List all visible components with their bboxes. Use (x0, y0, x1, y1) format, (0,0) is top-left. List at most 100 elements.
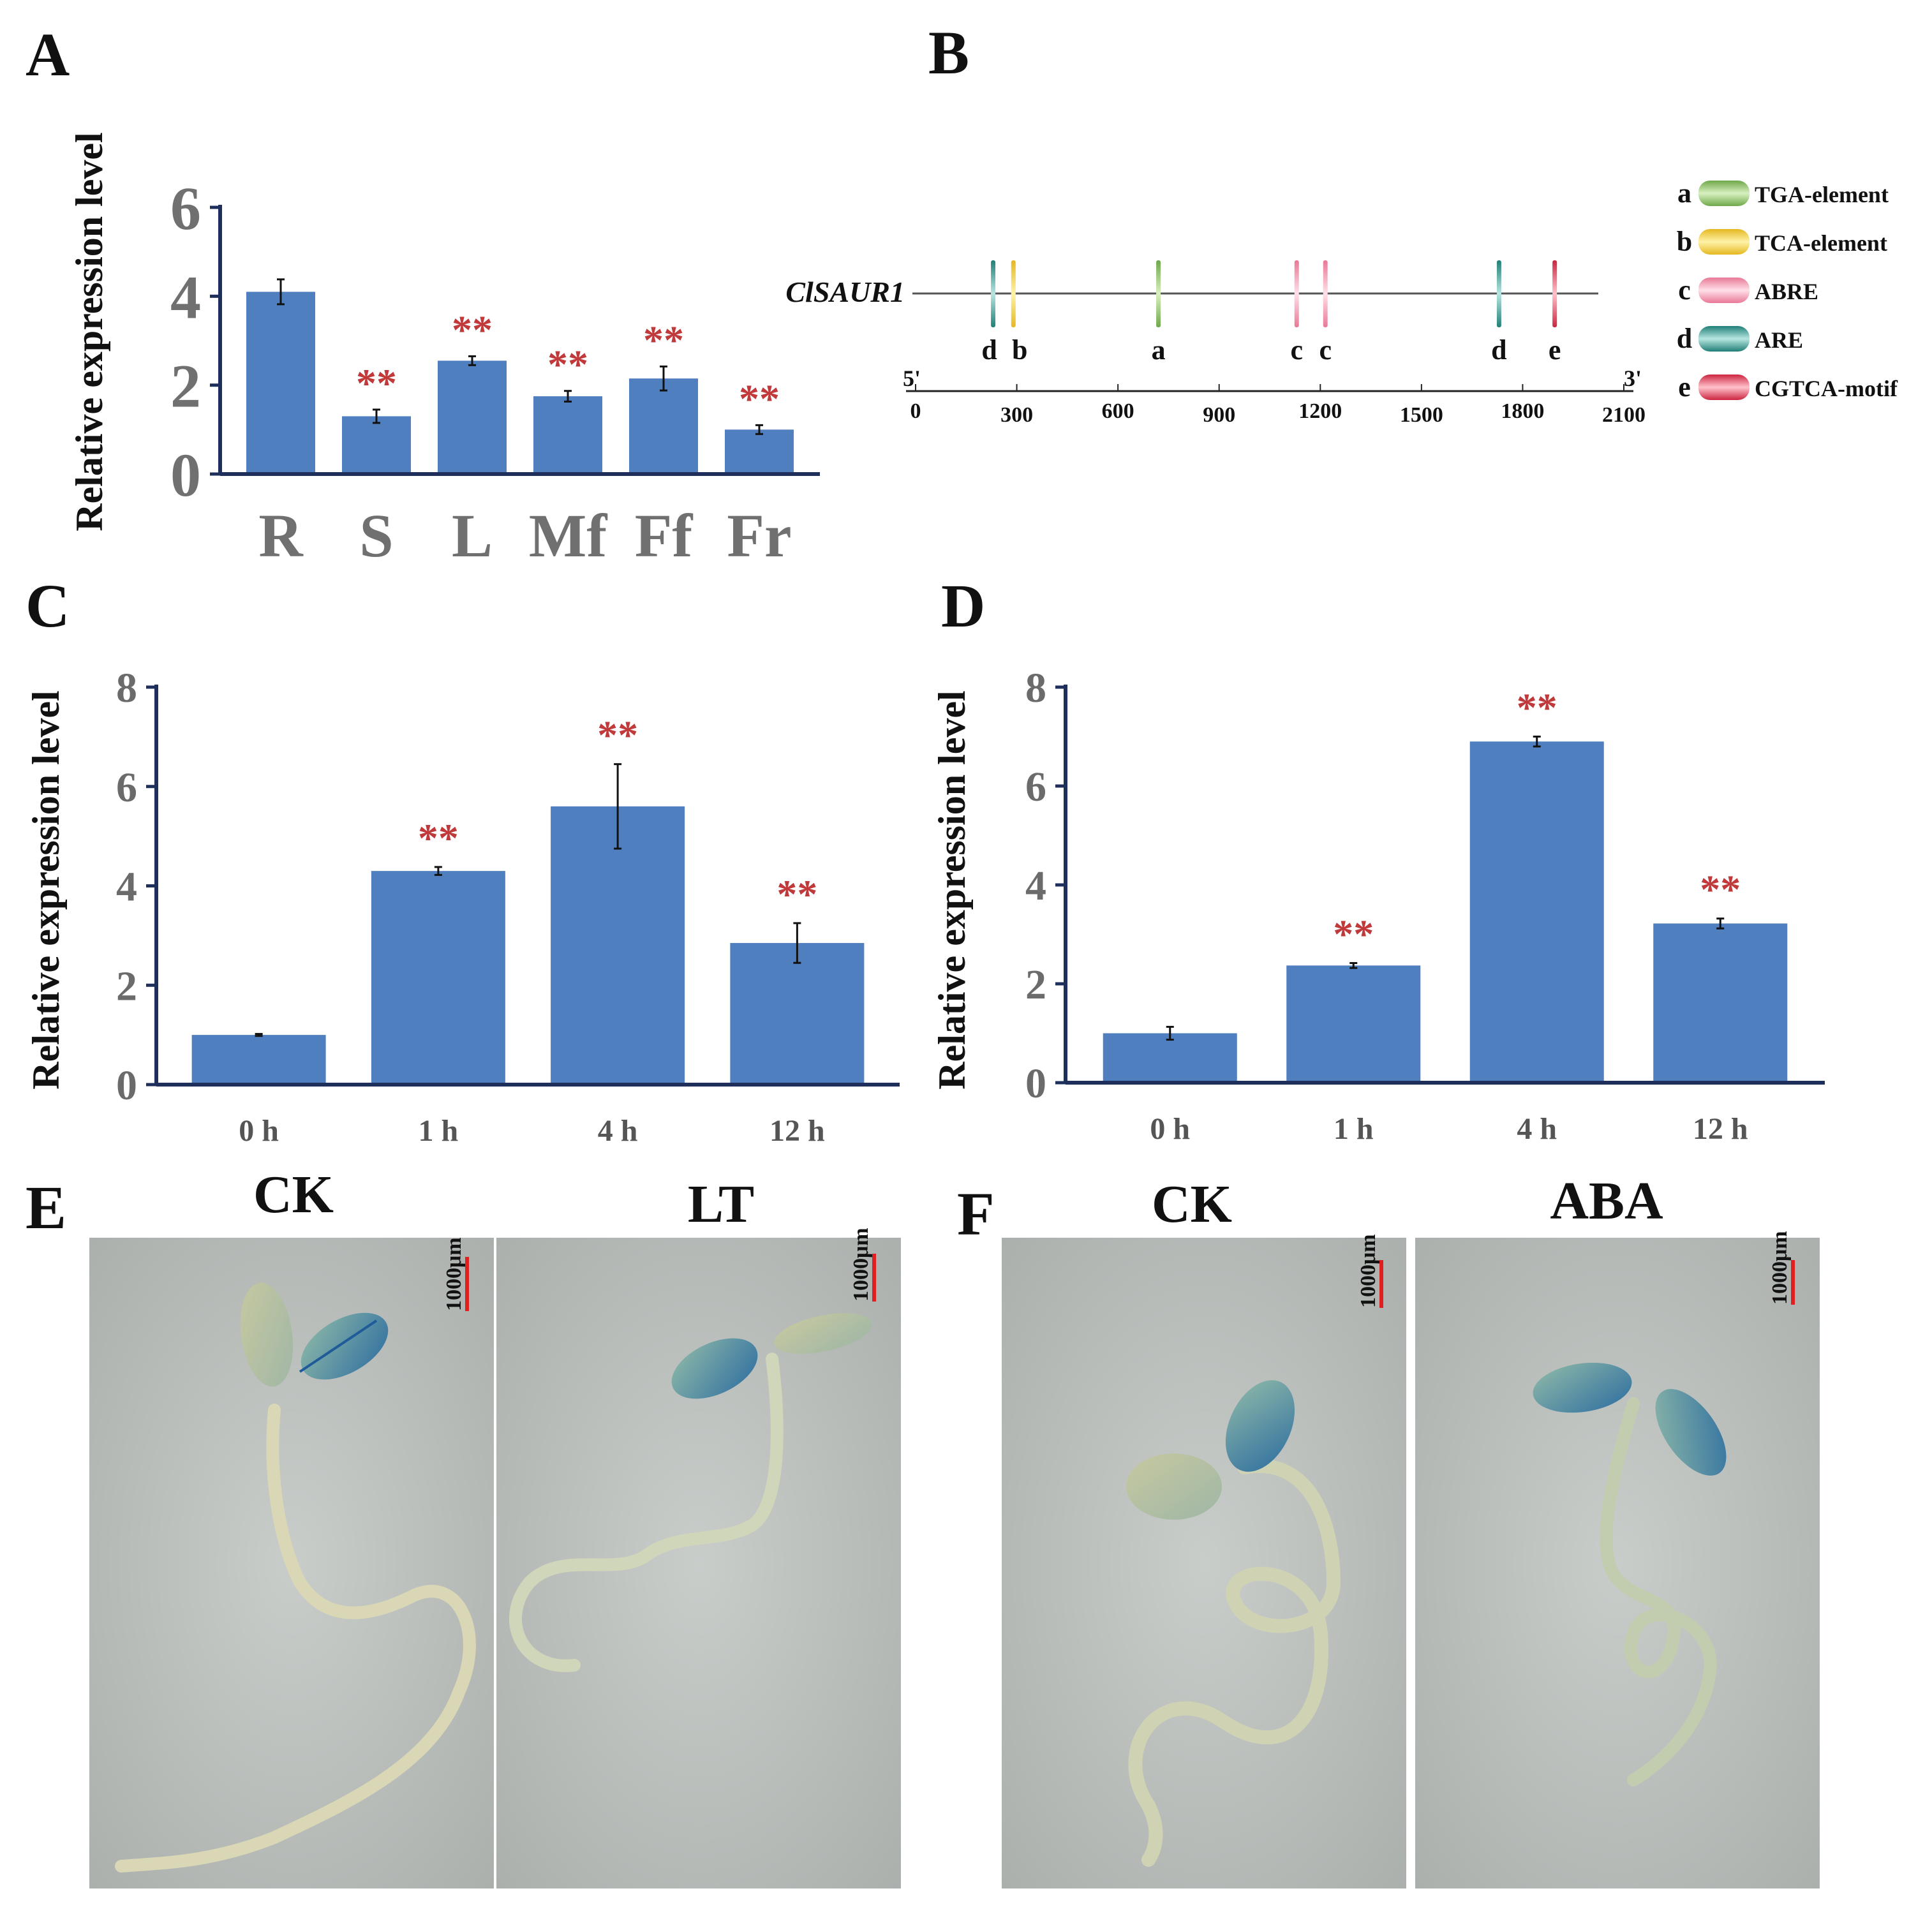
legend-key: a (1677, 177, 1691, 209)
chart-a-bar (725, 429, 794, 472)
legend-key: b (1677, 226, 1692, 257)
cis-element-marker (1156, 260, 1161, 327)
chart-a-significance-mark: ** (643, 317, 684, 362)
cis-element-marker-label: c (1319, 334, 1332, 366)
three-prime-label: 3' (1624, 366, 1642, 391)
svg-text:1000μm: 1000μm (1768, 1231, 1792, 1305)
chart-c-y-tick-label: 8 (116, 665, 137, 711)
panel-label-d: D (941, 572, 985, 640)
chart-d-bar (1286, 965, 1421, 1081)
legend-swatch (1698, 326, 1750, 352)
chart-d-y-tick-label: 6 (1025, 764, 1046, 810)
scale-tick-label: 900 (1203, 403, 1235, 427)
chart-a-y-tick-label: 2 (170, 352, 201, 420)
chart-c-category-label: 0 h (239, 1114, 279, 1148)
seedling-f-aba (1533, 1362, 1727, 1786)
legend-label: TGA-element (1755, 182, 1889, 207)
chart-d-category-label: 0 h (1150, 1112, 1190, 1146)
chart-c-category-label: 1 h (419, 1114, 459, 1148)
chart-c-bar (191, 1035, 326, 1083)
legend-label: TCA-element (1755, 230, 1887, 256)
legend-swatch (1698, 375, 1750, 400)
scale-bar-f-aba: 1000μm (1768, 1231, 1795, 1305)
cis-element-marker (991, 260, 996, 327)
chart-a-significance-mark: ** (547, 342, 588, 387)
panel-f-aba-photo (1415, 1238, 1820, 1888)
chart-a-y-axis-label: Relative expression level (68, 132, 110, 531)
chart-c-significance-mark: ** (597, 713, 638, 758)
chart-c-low-temperature-expression: Relative expression level 0 2 4 6 8 0 h ** 1 h *… (25, 665, 900, 1148)
element-legend: a TGA-element b TCA-element c ABRE d ARE e CGTCA-… (1677, 177, 1898, 403)
panel-e-lt-title: LT (688, 1175, 754, 1234)
scale-bar-f-ck: 1000μm (1356, 1234, 1383, 1308)
chart-c-category-label: 4 h (598, 1114, 638, 1148)
panel-e-ck-title: CK (253, 1165, 334, 1224)
chart-c-y-tick-label: 0 (116, 1062, 137, 1109)
chart-d-category-label: 12 h (1693, 1112, 1748, 1146)
panel-e-seedlings: CK LT (89, 1165, 901, 1888)
chart-d-y-tick-label: 8 (1025, 665, 1046, 711)
chart-d-y-tick-label: 2 (1025, 961, 1046, 1008)
chart-a-y-tick-label: 6 (170, 174, 201, 242)
chart-a-bar (246, 292, 315, 472)
seedling-f-ck (1126, 1380, 1341, 1867)
scale-tick-label: 300 (1000, 403, 1033, 427)
chart-d-significance-mark: ** (1700, 867, 1741, 912)
chart-c-category-label: 12 h (769, 1114, 825, 1148)
seedling-e-lt (509, 1313, 872, 1672)
chart-c-y-tick-label: 4 (116, 864, 137, 910)
chart-d-y-axis-label: Relative expression level (931, 690, 973, 1089)
scale-tick-label: 1500 (1400, 403, 1443, 427)
panel-label-a: A (26, 20, 70, 89)
chart-d-category-label: 1 h (1334, 1112, 1374, 1146)
scale-bar-e-lt: 1000μm (849, 1228, 876, 1302)
cis-element-marker-label: d (1491, 334, 1506, 366)
scale-bar-e-ck: 1000μm (442, 1237, 469, 1311)
chart-c-bar (551, 806, 685, 1083)
scale-tick-label: 0 (910, 399, 921, 423)
cis-element-marker (1552, 260, 1557, 327)
chart-a-significance-mark: ** (739, 376, 780, 421)
svg-text:1000μm: 1000μm (849, 1228, 873, 1302)
legend-label: CGTCA-motif (1755, 376, 1898, 401)
chart-d-bar (1469, 741, 1604, 1081)
scale-tick-label: 1800 (1501, 399, 1544, 423)
panel-label-c: C (26, 572, 70, 640)
chart-a-category-label: Mf (529, 501, 608, 570)
panel-label-b: B (928, 19, 969, 87)
chart-a-significance-mark: ** (452, 307, 493, 352)
legend-label: ARE (1755, 327, 1803, 353)
chart-a-y-tick-label: 4 (170, 263, 201, 331)
chart-a-tissue-expression: Relative expression level 0 2 4 6 R ** S ** L ** M… (68, 132, 820, 570)
chart-c-bar (730, 943, 865, 1083)
chart-c-significance-mark: ** (418, 815, 459, 861)
panel-f-ck-title: CK (1152, 1175, 1232, 1234)
scale-tick-label: 1200 (1298, 399, 1342, 423)
legend-label: ABRE (1755, 279, 1818, 304)
svg-text:1000μm: 1000μm (442, 1237, 466, 1311)
chart-d-bar (1653, 923, 1788, 1081)
gene-name: ClSAUR1 (785, 276, 905, 308)
chart-d-y-tick-label: 0 (1025, 1060, 1046, 1107)
chart-c-y-tick-label: 6 (116, 764, 137, 811)
chart-a-bar (438, 360, 507, 472)
legend-swatch (1698, 278, 1750, 303)
legend-swatch (1698, 181, 1750, 206)
promoter-map: ClSAUR1 5' 3' a TGA-element b TCA-element c A… (785, 177, 1898, 427)
cis-element-marker (1496, 260, 1501, 327)
scale-bars: 1000μm 1000μm 1000μm 1000μm (442, 1228, 1795, 1311)
chart-a-bar (533, 396, 602, 472)
panel-label-f: F (957, 1180, 995, 1248)
cis-element-marker-label: d (981, 334, 997, 366)
chart-a-bar (342, 416, 411, 472)
legend-key: e (1678, 371, 1691, 403)
chart-d-y-tick-label: 4 (1025, 863, 1046, 909)
panel-f-ck-photo (1002, 1238, 1406, 1888)
chart-a-category-label: Ff (635, 501, 694, 570)
svg-text:1000μm: 1000μm (1356, 1234, 1380, 1308)
scale-tick-label: 600 (1102, 399, 1134, 423)
chart-d-category-label: 4 h (1517, 1112, 1557, 1146)
chart-a-bar (629, 378, 698, 472)
cis-element-marker-label: b (1012, 334, 1027, 366)
